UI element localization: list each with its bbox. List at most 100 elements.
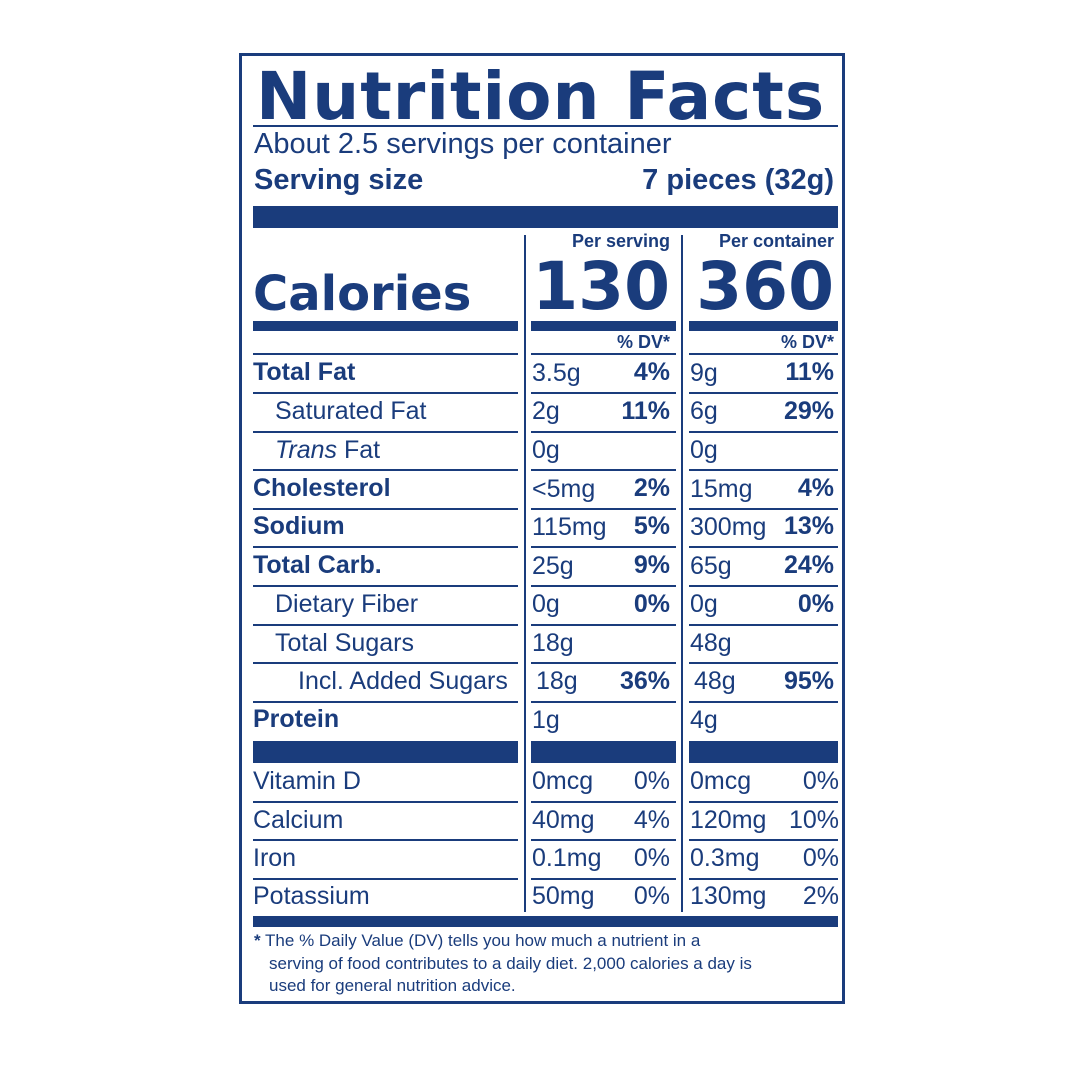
container-amount: 48g [690,629,732,657]
thick-divider [689,741,838,763]
column-divider [681,235,683,912]
serving-dv: 0% [633,882,670,910]
rule-line [253,839,518,841]
container-dv: 11% [785,358,834,386]
serving-amount: 0mcg [532,767,594,795]
rule-line [531,839,676,841]
serving-amount: 0g [532,590,560,618]
thick-divider [531,741,676,763]
serving-amount: 0.1mg [532,844,602,872]
rule-line [531,624,676,626]
serving-amount: 18g [536,667,578,695]
serving-dv: 0% [633,590,670,618]
nutrient-name: Dietary Fiber [275,590,419,618]
container-amount: 130mg [690,882,767,910]
rule-line [253,392,518,394]
rule-line [253,662,518,664]
rule-line [531,801,676,803]
serving-dv: 4% [633,358,670,386]
container-dv: 13% [783,512,834,540]
calories-rule [531,321,676,331]
container-dv: 24% [783,551,834,579]
serving-amount: 50mg [532,882,595,910]
container-dv: 29% [783,397,834,425]
nutrient-name: Incl. Added Sugars [298,667,508,695]
serving-dv: 2% [633,474,670,502]
rule-line [531,546,676,548]
footnote-line-1: The % Daily Value (DV) tells you how muc… [265,931,701,950]
nutrient-name: Total Sugars [275,629,414,657]
rule-line [531,878,676,880]
container-amount: 15mg [690,475,753,503]
rule-line [253,878,518,880]
container-amount: 4g [690,706,718,734]
serving-amount: 25g [532,552,574,580]
footnote-star: * [254,931,261,950]
rule-line [253,508,518,510]
nutrient-name: Sodium [253,512,345,540]
serving-amount: 1g [532,706,560,734]
rule-line [689,469,838,471]
nutrition-facts-label: Nutrition Facts About 2.5 servings per c… [239,53,845,1004]
calories-rule [689,321,838,331]
footnote-line-3: used for general nutrition advice. [269,976,516,995]
rule-line [253,353,518,355]
nutrient-name: Saturated Fat [275,397,427,425]
nutrient-name-trans-fat: Trans Fat [275,436,381,464]
vitamin-name: Vitamin D [253,767,361,795]
serving-amount: 115mg [532,513,607,541]
vitamin-name: Potassium [253,882,370,910]
vitamin-name: Calcium [253,806,344,834]
footnote-line-2: serving of food contributes to a daily d… [269,953,752,973]
nutrient-name: Protein [253,705,340,733]
rule-line [689,839,838,841]
footer-rule [253,916,838,927]
column-divider [524,235,526,912]
container-amount: 48g [694,667,736,695]
serving-amount: 18g [532,629,574,657]
dv-header-container: % DV* [780,332,834,352]
container-dv: 95% [783,667,834,695]
rule-line [689,878,838,880]
serving-dv: 0% [633,767,670,795]
container-amount: 9g [690,359,718,387]
nutrient-name: Cholesterol [253,474,391,502]
rule-line [689,392,838,394]
rule-line [531,701,676,703]
rule-line [689,353,838,355]
rule-line [689,508,838,510]
label-title: Nutrition Facts [256,58,826,135]
thick-divider [253,206,838,228]
container-dv: 2% [802,882,839,910]
per-serving-header: Per serving [571,231,670,251]
container-dv: 4% [797,474,834,502]
rule-line [531,508,676,510]
rule-line [253,801,518,803]
nutrient-name: Total Fat [253,358,356,386]
calories-rule [253,321,518,331]
dv-header-serving: % DV* [616,332,670,352]
serving-dv: 0% [633,844,670,872]
rule-line [531,353,676,355]
calories-label: Calories [253,266,472,322]
rule-line [253,546,518,548]
container-dv: 0% [802,767,839,795]
rule-line [689,801,838,803]
nutrient-name: Total Carb. [253,551,382,579]
rule-line [689,431,838,433]
serving-dv: 36% [619,667,670,695]
container-dv: 0% [797,590,834,618]
rule-line [689,701,838,703]
rule-line [531,662,676,664]
container-dv: 10% [788,806,839,834]
serving-size-label: Serving size [254,164,424,196]
container-amount: 6g [690,397,718,425]
rule-line [689,662,838,664]
serving-dv: 5% [633,512,670,540]
thick-divider [253,741,518,763]
container-dv: 0% [802,844,839,872]
serving-amount: 40mg [532,806,595,834]
serving-dv: 11% [621,397,670,425]
rule-line [531,392,676,394]
rule-line [253,701,518,703]
